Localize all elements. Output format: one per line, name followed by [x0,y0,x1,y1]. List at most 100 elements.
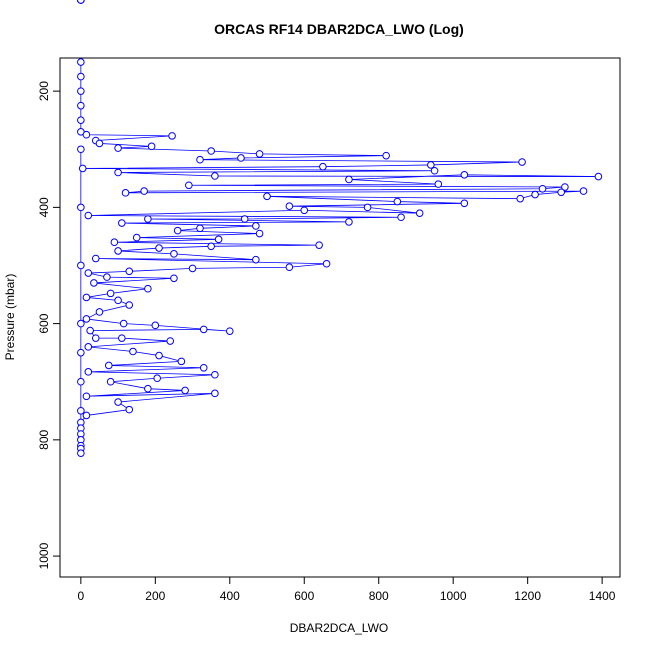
data-point [393,197,402,206]
data-point [285,202,294,211]
data-point [181,386,189,395]
data-point [125,267,134,276]
data-point [153,374,161,383]
data-point [211,389,219,398]
data-point [531,190,539,199]
data-point [82,293,91,302]
data-point [77,101,85,110]
data-point [363,203,372,212]
data-point [82,392,91,401]
data-point [225,327,234,335]
data-point [285,263,294,272]
data-point [579,187,588,195]
data-point [211,172,219,180]
data-point [460,171,469,179]
data-point [188,264,197,273]
x-tick-label: 1400 [589,589,616,603]
data-point [155,351,163,360]
data-line [80,62,599,454]
data-point [77,348,85,357]
data-point [77,203,85,212]
data-point [263,192,271,201]
data-point [144,384,152,393]
data-point [84,269,93,277]
data-point [561,183,569,191]
data-point [90,279,98,287]
data-point [77,72,85,81]
data-point [460,199,469,208]
data-point [82,411,91,420]
data-point [594,172,603,181]
data-point [516,194,525,203]
data-point [538,184,547,193]
data-point [166,337,175,345]
data-point [77,449,85,458]
data-point [110,238,119,247]
y-tick-label: 1000 [37,542,51,569]
data-point [173,226,182,235]
data-point [84,368,93,376]
data-point [144,215,152,223]
data-point [121,189,130,197]
data-point [114,296,122,305]
data-point [382,151,390,160]
data-point [82,315,91,323]
y-axis-label: Pressure (mbar) [3,274,17,361]
x-tick-label: 0 [78,589,85,603]
data-point [211,370,219,379]
data-point [106,377,115,386]
x-tick-label: 1200 [514,589,541,603]
data-point [240,215,249,223]
y-tick-label: 800 [37,430,51,450]
data-point [104,361,113,370]
data-point [300,206,309,215]
x-tick-label: 600 [294,589,314,603]
data-point [518,158,526,166]
data-point [196,224,204,233]
data-point [252,255,260,264]
data-point [151,321,160,330]
y-tick-label: 600 [37,313,51,333]
data-point [84,211,93,220]
x-tick-label: 200 [145,589,165,603]
data-point [77,377,85,386]
data-point [434,180,443,188]
data-point [177,357,186,366]
data-point [95,308,104,316]
data-point [82,130,91,139]
data-point [125,405,134,414]
data-point [322,259,331,268]
data-point [255,229,264,238]
y-tick-label: 400 [37,197,51,217]
data-point [430,166,439,175]
data-point [91,334,100,342]
data-point [118,219,126,227]
data-point [345,218,353,226]
data-point [207,147,215,155]
data-point [185,181,193,190]
data-point [140,187,148,195]
data-point [199,325,208,334]
data-point [77,145,85,154]
data-point [315,241,323,249]
data-point [557,188,565,197]
data-point [237,154,245,162]
data-point [207,242,215,251]
data-point [114,247,122,255]
data-point [155,244,163,252]
data-point [78,164,87,173]
data-point [114,168,122,177]
data-point [397,213,405,222]
data-point [119,319,128,328]
x-tick-label: 1000 [440,589,467,603]
chart-title: ORCAS RF14 DBAR2DCA_LWO (Log) [214,21,464,37]
data-point [255,150,264,158]
x-tick-label: 800 [369,589,389,603]
y-tick-label: 200 [37,81,51,101]
data-point [77,261,85,270]
data-point [345,175,353,184]
data-point [170,274,178,283]
data-point [168,132,176,140]
